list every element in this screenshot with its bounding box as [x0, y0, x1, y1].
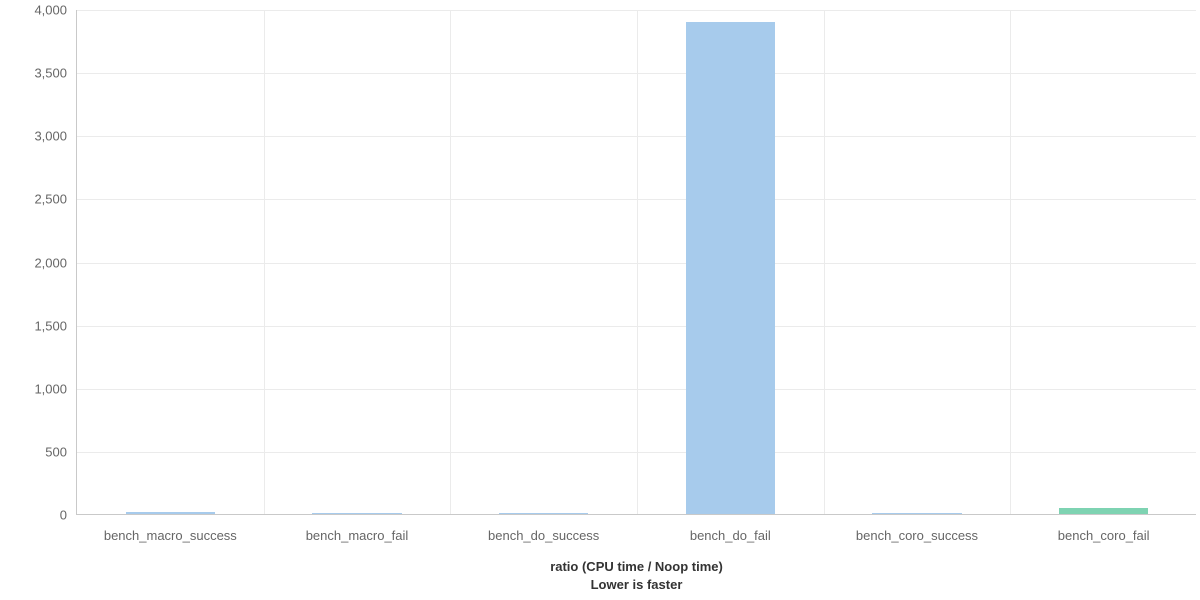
category-gridline	[637, 10, 638, 514]
x-tick-label: bench_coro_success	[856, 514, 978, 543]
x-axis-title-line1: ratio (CPU time / Noop time)	[550, 559, 723, 574]
bar	[499, 513, 589, 514]
category-gridline	[1010, 10, 1011, 514]
y-tick-label: 0	[60, 508, 77, 523]
y-tick-label: 3,500	[34, 66, 77, 81]
category-gridline	[450, 10, 451, 514]
bar	[872, 513, 962, 514]
y-tick-label: 2,000	[34, 255, 77, 270]
bar	[686, 22, 776, 514]
benchmark-bar-chart: 0 500 1,000 1,500 2,000 2,500 3,000 3,500 4,000 b…	[0, 0, 1200, 600]
y-tick-label: 500	[45, 444, 77, 459]
y-tick-label: 1,500	[34, 318, 77, 333]
x-tick-label: bench_macro_success	[104, 514, 237, 543]
plot-area: 05001,0001,5002,0002,5003,0003,5004,000b…	[76, 10, 1196, 515]
x-tick-label: bench_do_fail	[690, 514, 771, 543]
bar	[126, 512, 216, 514]
y-tick-label: 3,000	[34, 129, 77, 144]
y-tick-label: 1,000	[34, 381, 77, 396]
x-axis-title-line2: Lower is faster	[591, 577, 683, 592]
bar	[1059, 508, 1149, 514]
category-gridline	[264, 10, 265, 514]
x-tick-label: bench_do_success	[488, 514, 599, 543]
y-tick-label: 4,000	[34, 3, 77, 18]
x-tick-label: bench_macro_fail	[306, 514, 409, 543]
y-tick-label: 2,500	[34, 192, 77, 207]
category-gridline	[824, 10, 825, 514]
bar	[312, 513, 402, 514]
x-tick-label: bench_coro_fail	[1058, 514, 1150, 543]
